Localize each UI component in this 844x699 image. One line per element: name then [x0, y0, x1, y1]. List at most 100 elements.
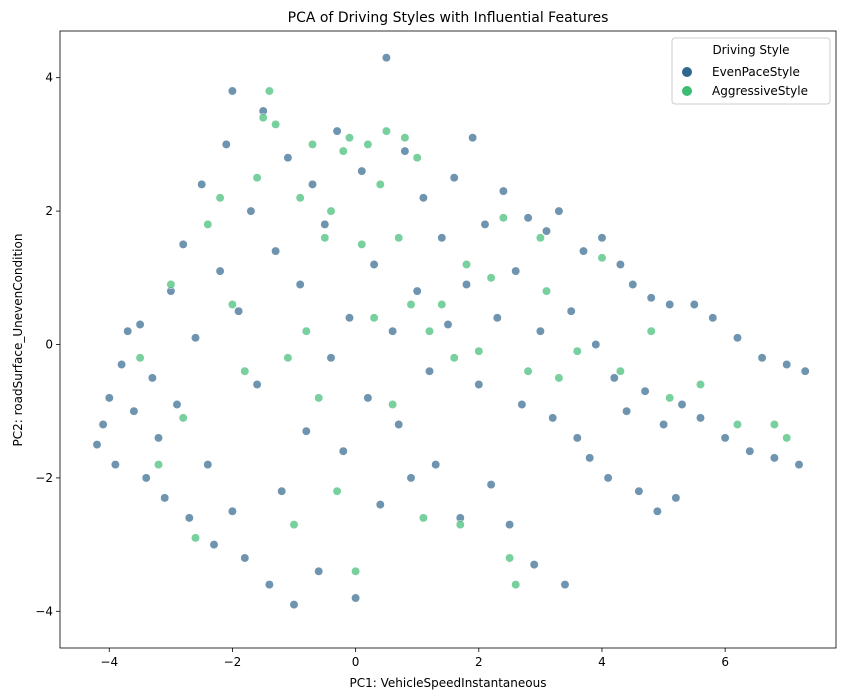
point-evenpacestyle: [154, 433, 163, 443]
point-evenpacestyle: [480, 219, 490, 229]
point-evenpacestyle: [597, 233, 607, 243]
y-tick-label: 2: [45, 204, 53, 218]
point-evenpacestyle: [486, 480, 496, 490]
point-evenpacestyle: [708, 313, 718, 323]
x-axis-ticks: −4 −2 0 2 4 6: [100, 648, 729, 669]
point-evenpacestyle: [92, 440, 102, 450]
point-evenpacestyle: [203, 460, 213, 470]
point-evenpacestyle: [671, 493, 681, 503]
point-evenpacestyle: [418, 193, 428, 203]
point-aggressivestyle: [437, 300, 447, 309]
point-aggressivestyle: [252, 173, 262, 183]
legend: Driving Style EvenPaceStyle AggressiveSt…: [671, 37, 831, 105]
point-evenpacestyle: [665, 300, 675, 309]
point-evenpacestyle: [295, 280, 305, 289]
point-aggressivestyle: [289, 520, 299, 530]
point-aggressivestyle: [375, 179, 385, 189]
point-evenpacestyle: [351, 593, 361, 603]
point-evenpacestyle: [474, 380, 484, 389]
point-aggressivestyle: [271, 119, 281, 129]
point-evenpacestyle: [529, 560, 539, 570]
point-evenpacestyle: [191, 333, 200, 343]
point-evenpacestyle: [449, 173, 459, 183]
point-aggressivestyle: [505, 553, 515, 563]
point-evenpacestyle: [425, 366, 434, 376]
point-evenpacestyle: [468, 133, 478, 143]
point-evenpacestyle: [197, 179, 207, 189]
point-aggressivestyle: [597, 253, 607, 263]
point-aggressivestyle: [425, 326, 434, 336]
point-evenpacestyle: [492, 313, 502, 323]
point-aggressivestyle: [258, 113, 268, 123]
point-evenpacestyle: [98, 420, 108, 429]
point-evenpacestyle: [745, 446, 755, 456]
point-aggressivestyle: [295, 193, 305, 203]
point-aggressivestyle: [191, 533, 200, 543]
point-evenpacestyle: [591, 340, 601, 349]
y-tick-label: −4: [35, 604, 53, 618]
point-aggressivestyle: [486, 273, 496, 283]
point-evenpacestyle: [388, 326, 398, 336]
point-evenpacestyle: [412, 286, 422, 296]
point-evenpacestyle: [720, 433, 730, 443]
point-aggressivestyle: [462, 260, 471, 269]
point-evenpacestyle: [178, 239, 188, 249]
x-axis-label: PC1: VehicleSpeedInstantaneous: [350, 676, 547, 690]
x-tick-label: 2: [475, 655, 483, 669]
point-aggressivestyle: [769, 420, 779, 429]
point-evenpacestyle: [314, 566, 324, 576]
point-evenpacestyle: [548, 413, 558, 423]
point-evenpacestyle: [160, 493, 170, 503]
point-aggressivestyle: [542, 286, 551, 296]
point-evenpacestyle: [277, 486, 287, 496]
point-evenpacestyle: [326, 353, 336, 363]
point-evenpacestyle: [345, 313, 354, 323]
point-evenpacestyle: [542, 226, 551, 236]
point-aggressivestyle: [400, 133, 410, 143]
point-evenpacestyle: [572, 433, 582, 443]
point-evenpacestyle: [234, 306, 244, 316]
point-evenpacestyle: [338, 446, 348, 456]
point-evenpacestyle: [782, 360, 792, 369]
point-evenpacestyle: [659, 420, 669, 429]
point-evenpacestyle: [381, 53, 391, 63]
point-evenpacestyle: [110, 460, 120, 470]
point-evenpacestyle: [560, 580, 570, 590]
point-evenpacestyle: [221, 139, 231, 149]
point-evenpacestyle: [129, 406, 139, 416]
point-evenpacestyle: [209, 540, 219, 550]
point-aggressivestyle: [332, 486, 342, 496]
point-evenpacestyle: [646, 293, 656, 303]
x-tick-label: −4: [100, 655, 118, 669]
point-evenpacestyle: [141, 473, 151, 483]
point-evenpacestyle: [800, 366, 810, 376]
point-evenpacestyle: [400, 146, 410, 156]
points-layer: [92, 53, 810, 610]
point-evenpacestyle: [147, 373, 157, 383]
point-evenpacestyle: [505, 520, 515, 530]
point-evenpacestyle: [301, 426, 311, 436]
point-evenpacestyle: [609, 373, 619, 383]
point-evenpacestyle: [375, 500, 385, 510]
point-aggressivestyle: [314, 393, 324, 403]
point-evenpacestyle: [757, 353, 767, 363]
legend-marker-aggressivestyle: [682, 86, 692, 96]
point-evenpacestyle: [431, 460, 441, 470]
point-evenpacestyle: [320, 219, 330, 229]
point-aggressivestyle: [345, 133, 354, 143]
point-aggressivestyle: [338, 146, 348, 156]
x-tick-label: −2: [224, 655, 242, 669]
point-aggressivestyle: [283, 353, 293, 363]
point-evenpacestyle: [172, 400, 182, 409]
point-aggressivestyle: [154, 460, 163, 470]
x-tick-label: 6: [721, 655, 729, 669]
y-tick-label: −2: [35, 471, 53, 485]
point-evenpacestyle: [443, 320, 453, 329]
point-evenpacestyle: [634, 486, 644, 496]
point-evenpacestyle: [117, 360, 127, 369]
point-evenpacestyle: [308, 179, 317, 189]
y-tick-label: 0: [45, 338, 53, 352]
point-aggressivestyle: [523, 366, 533, 376]
point-aggressivestyle: [308, 139, 317, 149]
chart-title: PCA of Driving Styles with Influential F…: [288, 10, 609, 26]
